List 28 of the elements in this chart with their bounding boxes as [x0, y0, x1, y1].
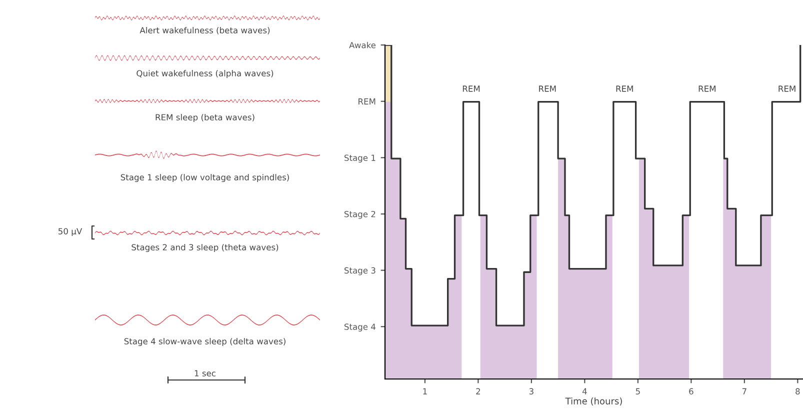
x-tick-label: 6 — [689, 388, 694, 394]
x-tick-label: 5 — [636, 388, 640, 394]
text: REM sleep (beta waves) — [156, 114, 254, 122]
annotation: REM — [778, 86, 796, 92]
annotation: REM — [698, 86, 716, 92]
text: REM — [358, 98, 376, 104]
text: Stage 4 slow-wave sleep (delta waves) — [124, 338, 286, 346]
annotation: REM — [539, 86, 556, 92]
text: Quiet wakefulness (alpha waves) — [136, 70, 274, 78]
x-tick-label: 8 — [796, 388, 800, 394]
text: Alert wakefulness (beta waves) — [140, 26, 270, 34]
text: 1 sec — [194, 370, 216, 376]
x-tick-label: 1 — [423, 388, 427, 394]
text: 50 µV — [58, 228, 82, 236]
text: Stage 2 — [344, 210, 376, 219]
text: Stage 4 — [344, 324, 376, 332]
text: Stage 1 sleep (low voltage and spindles) — [120, 174, 289, 182]
annotation: REM — [462, 86, 480, 92]
text: Stage 3 — [344, 267, 376, 276]
annotation: REM — [616, 86, 633, 92]
x-axis-title: Time (hours) — [565, 397, 622, 406]
x-tick-label: 2 — [476, 388, 480, 394]
x-tick-label: 3 — [529, 388, 534, 394]
x-tick-label: 7 — [742, 388, 746, 394]
text: Stage 1 — [344, 154, 376, 163]
text: Awake — [349, 42, 376, 48]
x-tick-label: 4 — [582, 388, 587, 394]
text: Stages 2 and 3 sleep (theta waves) — [132, 244, 278, 252]
